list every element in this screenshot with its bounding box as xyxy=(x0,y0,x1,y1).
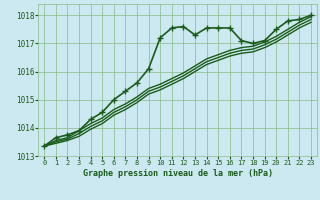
X-axis label: Graphe pression niveau de la mer (hPa): Graphe pression niveau de la mer (hPa) xyxy=(83,169,273,178)
